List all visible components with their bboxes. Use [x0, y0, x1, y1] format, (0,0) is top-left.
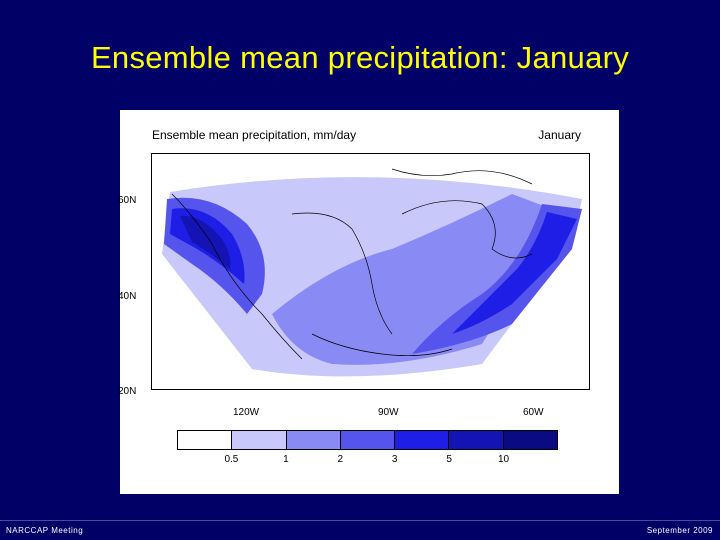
figure-title: Ensemble mean precipitation, mm/day: [152, 128, 357, 142]
legend-swatch: [231, 431, 286, 449]
precipitation-map-figure: Ensemble mean precipitation, mm/day Janu…: [118, 110, 619, 494]
legend-swatch: [394, 431, 449, 449]
lat-label-40n: 40N: [118, 291, 137, 302]
lon-label-120w: 120W: [233, 407, 260, 418]
legend-label: 2: [337, 454, 344, 465]
legend-label: 0.5: [224, 454, 239, 465]
legend-swatch: [339, 431, 395, 449]
legend-label: 1: [283, 454, 289, 465]
lon-label-60w: 60W: [523, 407, 544, 418]
color-legend: [177, 430, 558, 450]
legend-swatch: [178, 431, 232, 449]
legend-swatch: [502, 431, 557, 449]
legend-label: 10: [498, 454, 510, 465]
legend-swatch: [448, 431, 503, 449]
slide-title: Ensemble mean precipitation: January: [90, 40, 630, 75]
legend-label: 3: [391, 454, 398, 465]
lat-label-20n: 20N: [118, 386, 137, 397]
legend-swatch: [285, 431, 340, 449]
footer-divider: [0, 520, 720, 521]
legend-label: 5: [446, 454, 452, 465]
lon-label-90w: 90W: [378, 407, 399, 418]
lat-label-60n: 60N: [118, 195, 137, 206]
precipitation-map: [152, 154, 589, 389]
footer-left: NARCCAP Meeting: [6, 526, 84, 535]
figure-month: January: [538, 128, 581, 142]
footer-right: September 2009: [646, 526, 713, 535]
map-frame: [151, 153, 590, 390]
